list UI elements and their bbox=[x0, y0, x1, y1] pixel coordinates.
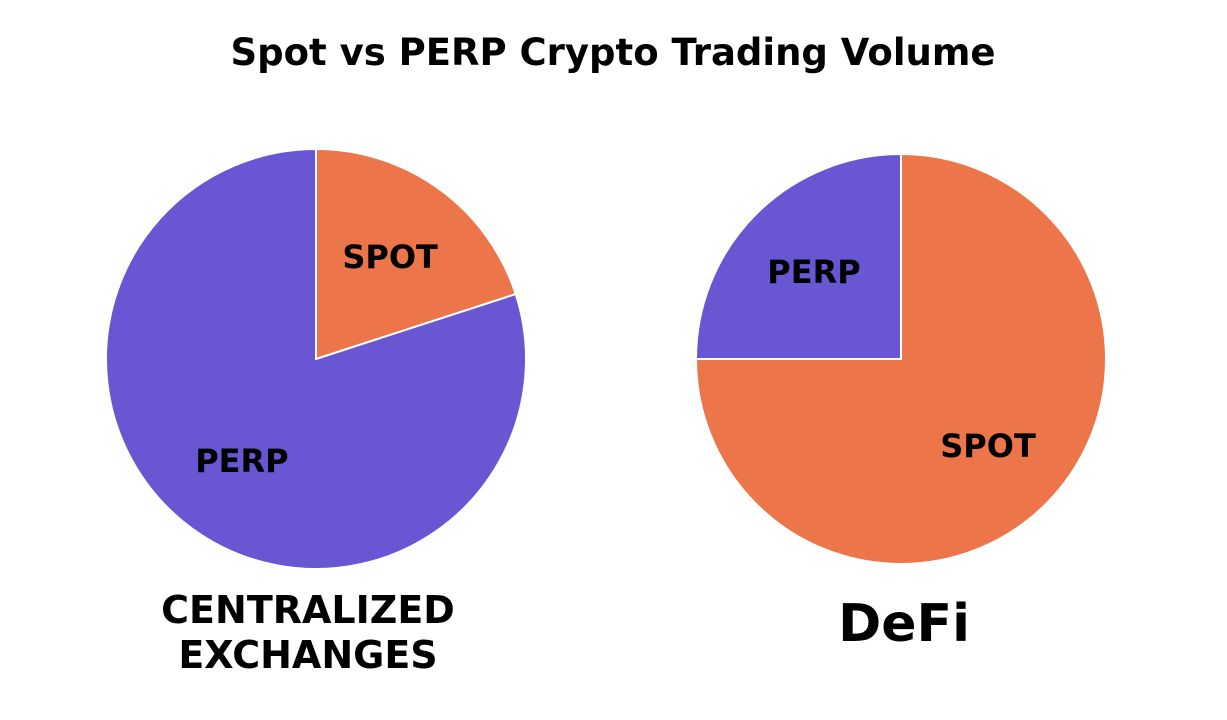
chart-title: Spot vs PERP Crypto Trading Volume bbox=[231, 31, 996, 74]
pie-slice-cex-perp bbox=[105, 147, 527, 570]
pie-slice-label-cex-spot: SPOT bbox=[342, 238, 438, 276]
pie-caption-line-1: CENTRALIZED bbox=[161, 588, 455, 632]
pie-slice-label-defi-perp: PERP bbox=[767, 253, 860, 291]
pie-caption-line-2: EXCHANGES bbox=[178, 633, 437, 677]
pie-caption-defi: DeFi bbox=[838, 594, 970, 654]
pie-slice-cex-spot bbox=[315, 147, 517, 361]
pie-chart-defi: SPOT PERP bbox=[694, 152, 1107, 565]
pie-chart-centralized-exchanges: SPOT PERP bbox=[105, 147, 527, 570]
pie-slice-label-defi-spot: SPOT bbox=[940, 427, 1036, 465]
pie-slice-defi-perp bbox=[694, 152, 902, 360]
pie-slice-label-cex-perp: PERP bbox=[195, 442, 288, 480]
